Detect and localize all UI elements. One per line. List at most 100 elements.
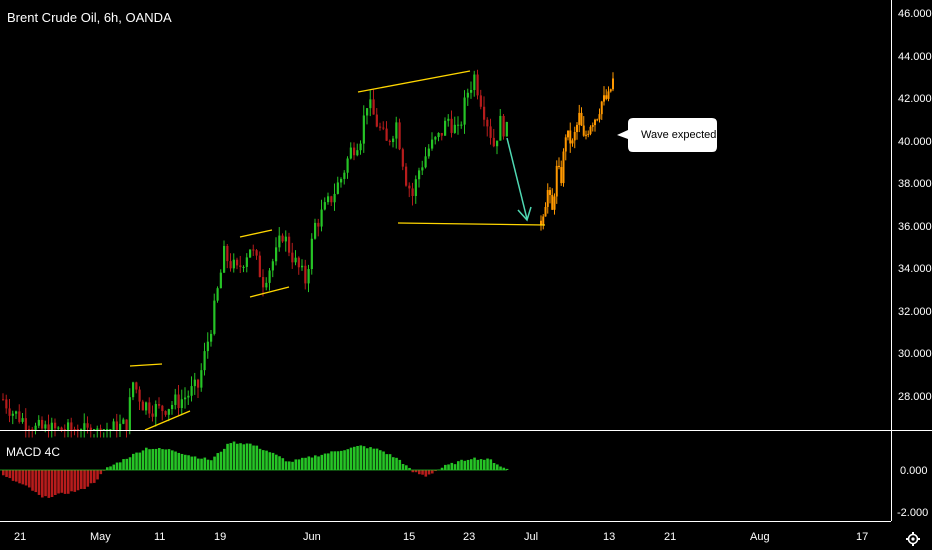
macd-bar: [395, 457, 398, 470]
projected-candle: [544, 202, 547, 217]
macd-bar: [450, 462, 454, 470]
candle: [132, 381, 135, 401]
projected-candle: [569, 122, 572, 153]
y-tick-label: 40.000: [898, 136, 932, 148]
candle: [255, 249, 258, 260]
trendline[interactable]: [249, 286, 290, 298]
chart-title: Brent Crude Oil, 6h, OANDA: [7, 10, 172, 25]
candle: [18, 404, 21, 424]
candle: [135, 381, 138, 394]
candle: [265, 277, 268, 291]
x-tick-label: Aug: [750, 531, 770, 543]
candle: [336, 176, 339, 195]
macd-bar: [473, 457, 476, 470]
macd-bar: [245, 443, 249, 470]
y-tick-label: 38.000: [898, 178, 932, 190]
candle: [405, 163, 408, 187]
candle: [262, 269, 265, 297]
candle: [366, 108, 369, 125]
macd-bar: [336, 451, 340, 470]
time-axis[interactable]: 21 May 11 19 Jun 15 23 Jul 13 21 Aug 17: [14, 531, 868, 543]
candle: [206, 332, 209, 359]
candle: [177, 384, 180, 416]
y-tick-label: 36.000: [898, 221, 932, 233]
macd-bar: [489, 459, 493, 470]
macd-bar: [366, 448, 369, 470]
candle: [492, 128, 495, 148]
candle: [379, 122, 382, 131]
trendline[interactable]: [239, 229, 273, 238]
candle: [239, 255, 242, 273]
macd-bar: [262, 450, 265, 470]
candle: [323, 197, 326, 211]
y-tick-label: 30.000: [898, 348, 932, 360]
settings-gear-icon[interactable]: [906, 532, 920, 546]
candle: [268, 268, 271, 291]
candle: [249, 249, 252, 259]
candle: [161, 404, 164, 421]
macd-bar: [216, 453, 220, 470]
macd-bar: [11, 470, 15, 481]
macd-bar: [327, 453, 330, 470]
projected-candle: [585, 130, 587, 140]
macd-bar: [362, 446, 366, 470]
macd-bar: [444, 464, 447, 470]
macd-bar: [479, 459, 483, 470]
candle: [219, 269, 222, 289]
macd-bar: [164, 449, 168, 470]
projection-arrow[interactable]: [506, 137, 532, 222]
macd-bar: [18, 470, 21, 484]
macd-bar: [145, 447, 148, 470]
macd-bar: [414, 470, 418, 473]
macd-bar: [249, 443, 252, 470]
candle: [96, 425, 99, 438]
macd-bar: [408, 467, 411, 470]
macd-bar: [288, 461, 291, 470]
macd-bar: [161, 449, 164, 470]
projected-candle: [612, 72, 614, 92]
trendline[interactable]: [129, 363, 163, 367]
callout-text: Wave expected: [641, 129, 716, 141]
trendline[interactable]: [357, 70, 471, 93]
projected-candle: [580, 107, 583, 126]
projected-candle: [553, 193, 556, 215]
candle: [174, 388, 177, 410]
macd-bar: [476, 459, 480, 470]
candle: [450, 110, 453, 138]
macd-bar: [37, 470, 41, 495]
macd-bar: [109, 466, 112, 470]
x-tick-label: 21: [664, 531, 676, 543]
wave-expected-callout[interactable]: Wave expected: [617, 118, 717, 152]
price-axis[interactable]: 46.000 44.000 42.000 40.000 38.000 36.00…: [897, 8, 932, 519]
macd-bar: [320, 454, 324, 470]
macd-bar: [291, 461, 294, 470]
candle: [356, 143, 359, 157]
trendline[interactable]: [144, 410, 191, 431]
candle: [284, 230, 287, 252]
candle: [242, 265, 245, 273]
projected-candle: [589, 125, 592, 136]
macd-bar: [76, 470, 80, 491]
candle: [499, 108, 502, 141]
candle: [47, 414, 50, 438]
macd-bar: [470, 459, 473, 470]
projected-candle: [582, 116, 585, 137]
trendline[interactable]: [397, 222, 546, 226]
trendlines[interactable]: [129, 70, 546, 431]
macd-bar: [278, 456, 281, 470]
candle: [427, 144, 430, 159]
macd-bar: [310, 457, 314, 470]
candle: [164, 410, 167, 417]
macd-bar: [128, 457, 132, 470]
candle: [483, 96, 486, 127]
projected-candle: [609, 88, 612, 93]
macd-bar: [125, 458, 129, 470]
macd-bar: [167, 449, 171, 470]
candle: [431, 132, 434, 151]
macd-bar: [388, 454, 392, 470]
candle: [24, 408, 27, 438]
macd-bar: [411, 470, 415, 473]
candle: [463, 90, 466, 134]
macd-bar: [226, 443, 229, 470]
